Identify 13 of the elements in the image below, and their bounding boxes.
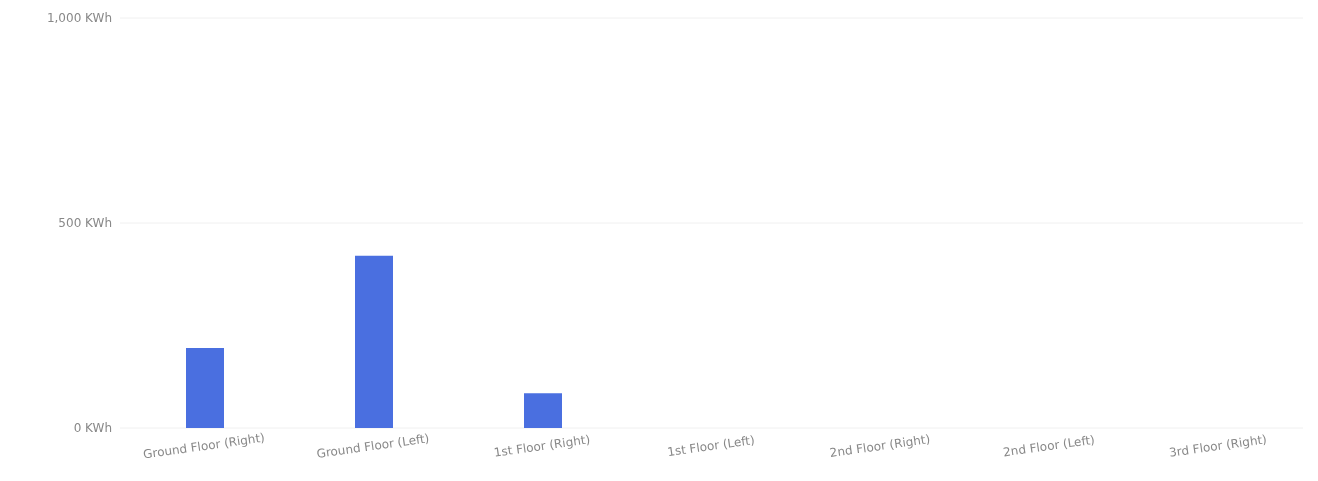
bar xyxy=(524,393,562,428)
x-tick-label: Ground Floor (Right) xyxy=(142,430,266,462)
x-tick-label: Ground Floor (Left) xyxy=(315,431,431,461)
bar xyxy=(186,348,224,428)
x-tick-label: 1st Floor (Right) xyxy=(492,432,591,460)
x-tick-label: 3rd Floor (Right) xyxy=(1168,432,1268,460)
bar xyxy=(355,255,393,428)
y-tick-label: 500 KWh xyxy=(58,216,112,231)
y-tick-label: 1,000 KWh xyxy=(46,11,112,26)
x-tick-label: 2nd Floor (Left) xyxy=(1002,432,1096,460)
x-tick-label: 1st Floor (Left) xyxy=(666,432,756,460)
x-tick-label: 2nd Floor (Right) xyxy=(828,432,932,461)
y-tick-label: 0 KWh xyxy=(73,421,112,436)
